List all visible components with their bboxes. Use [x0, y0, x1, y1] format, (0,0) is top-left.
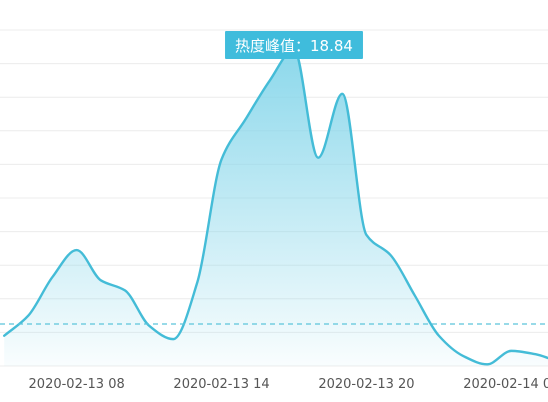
x-axis-ticks: 2020-02-13 08 2020-02-13 14 2020-02-13 20 2… — [29, 377, 548, 392]
series-line — [3, 48, 548, 366]
x-tick-label: 2020-02-13 20 — [318, 377, 414, 392]
peak-annotation: 热度峰值：18.84 — [225, 31, 363, 59]
series-area — [3, 48, 548, 366]
x-tick-label: 2020-02-13 08 — [29, 377, 125, 392]
peak-label: 热度峰值：18.84 — [235, 37, 353, 55]
series-area-fill — [4, 49, 548, 366]
peak-label-box — [225, 31, 363, 59]
x-tick-label: 2020-02-14 02 — [463, 377, 548, 392]
x-tick-label: 2020-02-13 14 — [173, 377, 269, 392]
